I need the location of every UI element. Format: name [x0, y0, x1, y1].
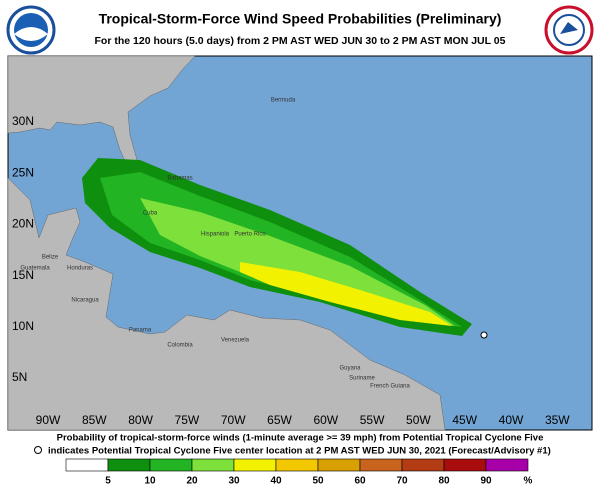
longitude-label: 50W: [406, 413, 431, 427]
legend-swatch: [65, 458, 109, 472]
wind-probability-swath: [82, 158, 472, 336]
legend-swatch: [485, 458, 529, 472]
place-label: Cuba: [143, 211, 158, 217]
longitude-label: 85W: [82, 413, 107, 427]
place-label: Colombia: [167, 343, 193, 349]
longitude-label: 55W: [360, 413, 385, 427]
legend-swatch: [443, 458, 487, 472]
noaa-logo: [6, 5, 56, 55]
latitude-labels: 30N 25N 20N 15N 10N 5N: [12, 114, 34, 384]
legend-label: 5: [105, 476, 111, 487]
place-label: Guatemala: [20, 266, 50, 272]
place-label: French Guiana: [370, 384, 410, 390]
longitude-label: 35W: [545, 413, 570, 427]
legend-swatch: [107, 458, 151, 472]
legend-unit: %: [524, 476, 533, 487]
longitude-label: 70W: [221, 413, 246, 427]
legend-label: 20: [186, 476, 198, 487]
legend-label: 70: [396, 476, 408, 487]
storm-center: [480, 331, 488, 339]
place-label: Venezuela: [221, 338, 250, 344]
legend-label: 50: [312, 476, 324, 487]
legend-label: 90: [480, 476, 492, 487]
place-label: Puerto Rico: [234, 232, 266, 238]
place-label: Bahamas: [167, 176, 192, 182]
legend-swatch: [317, 458, 361, 472]
longitude-label: 65W: [267, 413, 292, 427]
latitude-label: 15N: [12, 268, 34, 282]
longitude-label: 45W: [452, 413, 477, 427]
place-label: Belize: [42, 255, 59, 261]
map: 90W 85W 80W 75W 70W 65W 60W 55W 50W 45W 40W 35W 30N…: [7, 55, 593, 431]
subtitle: For the 120 hours (5.0 days) from 2 PM A…: [95, 35, 506, 47]
footnote: Probability of tropical-storm-force wind…: [57, 433, 544, 444]
latitude-label: 10N: [12, 319, 34, 333]
latitude-label: 30N: [12, 114, 34, 128]
legend-swatch: [275, 458, 319, 472]
legend-label: 10: [144, 476, 156, 487]
place-label: Guyana: [339, 366, 361, 372]
place-label: Bermuda: [271, 98, 296, 104]
place-label: Suriname: [349, 376, 375, 382]
longitude-label: 60W: [313, 413, 338, 427]
place-label: Nicaragua: [71, 298, 99, 304]
longitude-label: 80W: [128, 413, 153, 427]
legend: 5 10 20 30 40 50 60 70 80 90%: [65, 458, 533, 487]
latitude-label: 25N: [12, 165, 34, 179]
longitude-label: 40W: [499, 413, 524, 427]
longitude-label: 90W: [36, 413, 61, 427]
footnote: indicates Potential Tropical Cyclone Fiv…: [48, 446, 551, 457]
longitude-label: 75W: [175, 413, 200, 427]
legend-swatch: [401, 458, 445, 472]
place-label: Hispaniola: [201, 232, 230, 238]
place-label: Panama: [129, 328, 152, 334]
legend-swatch: [233, 458, 277, 472]
center-symbol: [34, 446, 42, 454]
legend-label: 80: [438, 476, 450, 487]
legend-swatch: [191, 458, 235, 472]
place-labels: Bermuda Bahamas Cuba Hispaniola Puerto Rico B…: [20, 98, 410, 390]
latitude-label: 20N: [12, 217, 34, 231]
nws-logo: [544, 5, 594, 55]
title: Tropical-Storm-Force Wind Speed Probabil…: [99, 11, 502, 27]
longitude-labels: 90W 85W 80W 75W 70W 65W 60W 55W 50W 45W 40W 35W: [36, 413, 571, 427]
legend-label: 40: [270, 476, 282, 487]
legend-label: 30: [228, 476, 240, 487]
latitude-label: 5N: [12, 370, 27, 384]
legend-label: 60: [354, 476, 366, 487]
central-south-america: [7, 177, 446, 431]
place-label: Honduras: [67, 266, 93, 272]
legend-swatch: [359, 458, 403, 472]
legend-swatch: [149, 458, 193, 472]
